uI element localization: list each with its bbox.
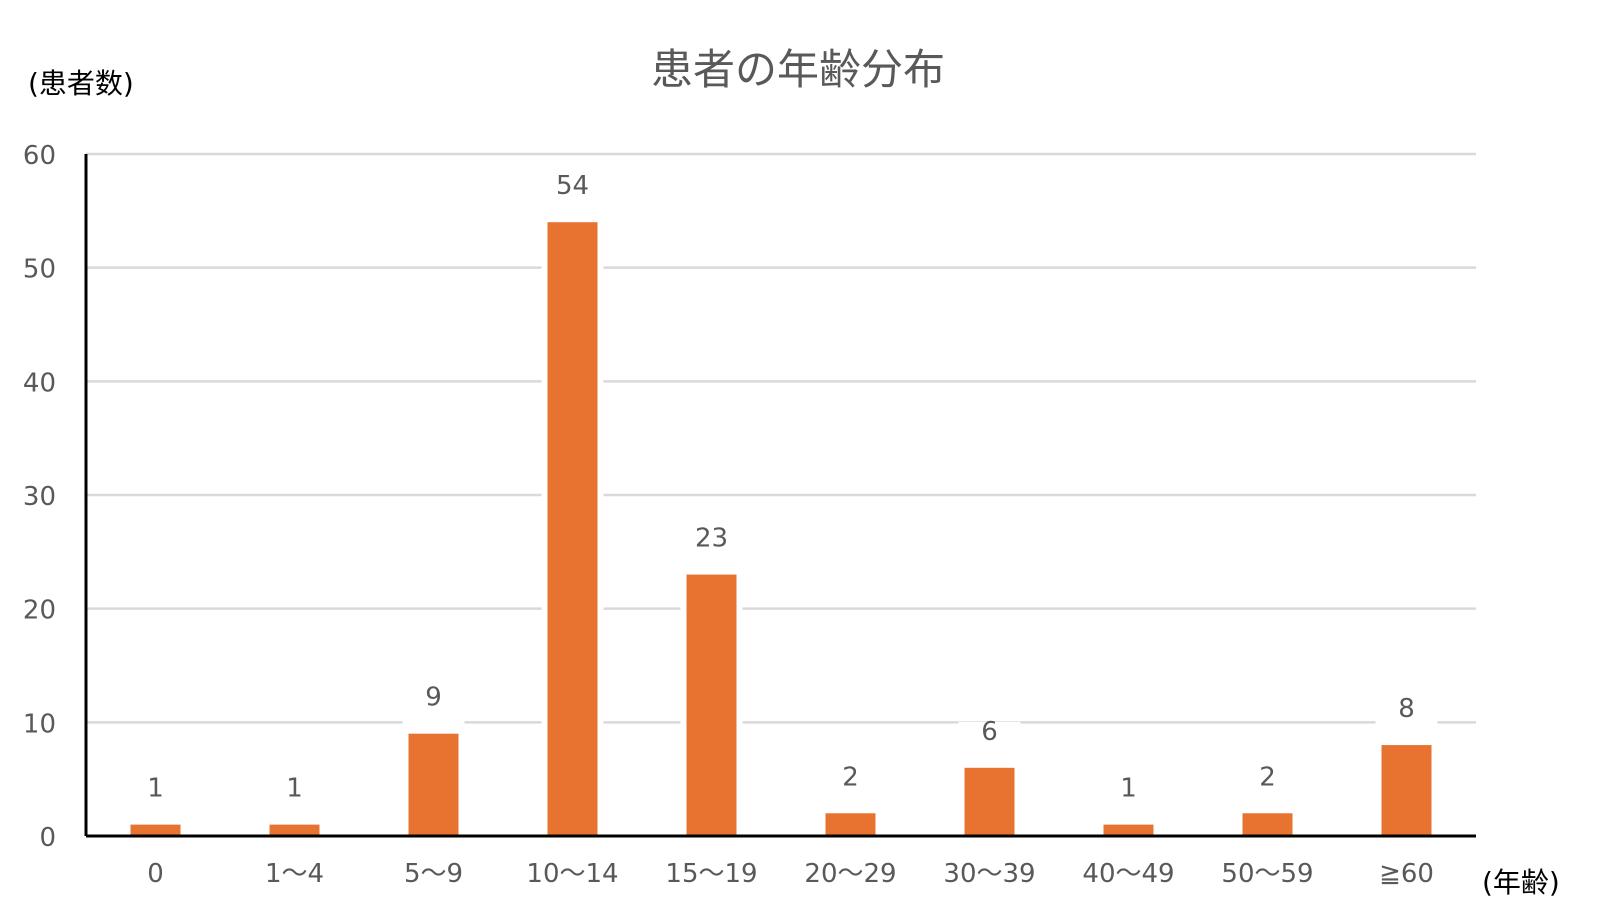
bar [269,824,320,836]
data-label: 6 [981,717,998,747]
x-tick-label: 10〜14 [526,859,618,889]
bar [825,813,876,836]
data-label: 1 [1120,774,1137,804]
y-tick-label: 20 [23,596,56,626]
labels: 01020304050601011〜495〜95410〜142315〜19220… [23,141,1434,889]
y-tick-label: 10 [23,709,56,739]
bar [1242,813,1293,836]
chart-title: 患者の年齢分布 [651,45,945,94]
bar [1103,824,1154,836]
bar [686,574,737,836]
y-tick-label: 30 [23,482,56,512]
gridlines [86,152,1476,836]
data-label: 54 [556,171,589,201]
x-tick-label: 15〜19 [665,859,757,889]
x-tick-label: ≧60 [1379,859,1434,889]
bar [1381,745,1432,836]
x-axis-label: (年齢) [1482,866,1560,899]
x-tick-label: 1〜4 [265,859,324,889]
data-label: 1 [147,774,164,804]
data-label: 2 [842,762,859,792]
x-tick-label: 20〜29 [804,859,896,889]
x-tick-label: 50〜59 [1221,859,1313,889]
y-axis-label: (患者数) [28,67,134,100]
x-tick-label: 0 [147,859,164,889]
data-label: 9 [425,683,442,713]
bar [547,222,598,836]
bar [964,767,1015,836]
bars [130,222,1432,836]
data-label: 23 [695,524,728,554]
x-tick-label: 30〜39 [943,859,1035,889]
y-tick-label: 40 [23,368,56,398]
x-tick-label: 40〜49 [1082,859,1174,889]
bar [408,733,459,836]
y-tick-label: 0 [39,823,56,853]
axes [84,154,1476,838]
data-label: 8 [1398,694,1415,724]
data-label: 2 [1259,762,1276,792]
data-label: 1 [286,774,303,804]
bar [130,824,181,836]
x-tick-label: 5〜9 [404,859,463,889]
y-tick-label: 50 [23,255,56,285]
y-tick-label: 60 [23,141,56,171]
